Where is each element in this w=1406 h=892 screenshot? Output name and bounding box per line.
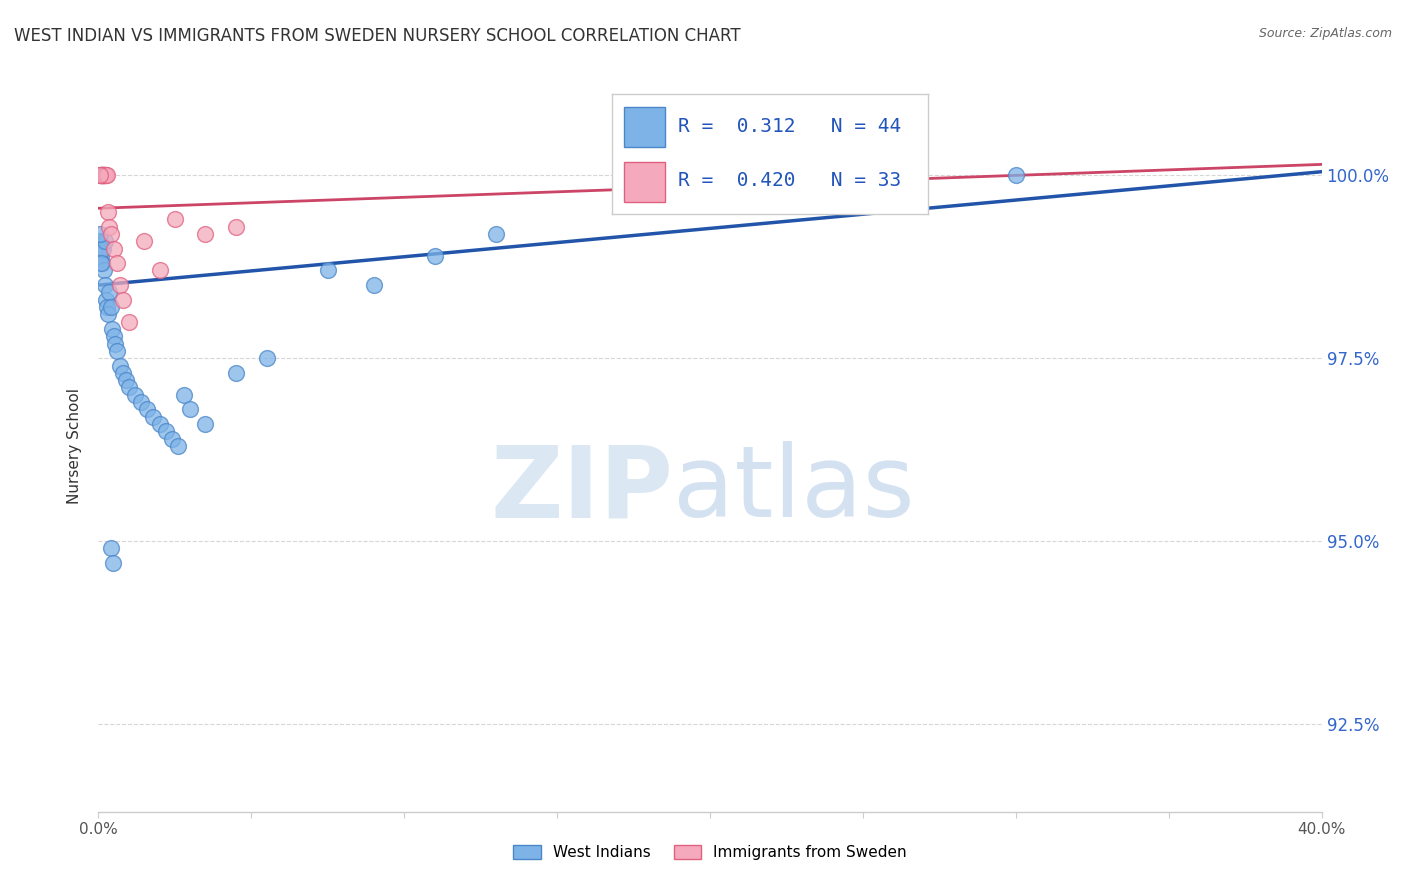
Point	[90, 256, 112, 270]
Point	[90, 249, 112, 263]
Point	[225, 366, 247, 380]
Point	[91, 242, 114, 256]
Point	[108, 278, 131, 293]
Point	[98, 285, 121, 300]
Point	[118, 315, 141, 329]
Point	[100, 300, 122, 314]
Point	[90, 169, 112, 183]
Point	[93, 263, 115, 277]
FancyBboxPatch shape	[624, 162, 665, 202]
Point	[97, 307, 120, 321]
Point	[105, 343, 128, 358]
Point	[91, 169, 114, 183]
Point	[104, 336, 127, 351]
Point	[363, 278, 385, 293]
Point	[129, 395, 152, 409]
Point	[194, 417, 217, 431]
Text: Source: ZipAtlas.com: Source: ZipAtlas.com	[1258, 27, 1392, 40]
Point	[155, 425, 177, 439]
Point	[103, 329, 125, 343]
Point	[852, 183, 875, 197]
Point	[100, 541, 122, 556]
Point	[89, 234, 111, 248]
Text: atlas: atlas	[673, 442, 915, 539]
Point	[485, 227, 508, 241]
Point	[699, 169, 721, 183]
Point	[91, 169, 114, 183]
Point	[256, 351, 278, 366]
Point	[91, 256, 114, 270]
Point	[118, 380, 141, 394]
Point	[94, 278, 117, 293]
Point	[90, 169, 112, 183]
Point	[111, 366, 134, 380]
Point	[98, 219, 121, 234]
Point	[97, 205, 120, 219]
Legend: West Indians, Immigrants from Sweden: West Indians, Immigrants from Sweden	[508, 839, 912, 866]
Point	[179, 402, 201, 417]
Point	[93, 169, 115, 183]
Point	[1004, 169, 1026, 183]
Text: R =  0.420   N = 33: R = 0.420 N = 33	[678, 171, 901, 191]
Point	[90, 169, 112, 183]
Point	[423, 249, 446, 263]
Point	[105, 256, 128, 270]
Point	[103, 242, 125, 256]
Point	[194, 227, 217, 241]
Y-axis label: Nursery School: Nursery School	[67, 388, 83, 504]
Point	[90, 242, 112, 256]
Point	[101, 556, 124, 570]
Point	[100, 227, 122, 241]
Text: R =  0.312   N = 44: R = 0.312 N = 44	[678, 117, 901, 136]
Point	[115, 373, 138, 387]
Point	[316, 263, 339, 277]
Point	[94, 169, 117, 183]
Point	[108, 359, 131, 373]
Point	[90, 169, 112, 183]
Point	[91, 169, 114, 183]
Point	[96, 169, 118, 183]
Point	[160, 432, 183, 446]
Point	[134, 234, 156, 248]
Point	[136, 402, 159, 417]
Point	[101, 322, 124, 336]
Text: ZIP: ZIP	[491, 442, 673, 539]
Point	[167, 439, 190, 453]
Point	[94, 293, 117, 307]
Point	[124, 388, 146, 402]
Point	[149, 417, 172, 431]
Point	[225, 219, 247, 234]
Point	[89, 169, 111, 183]
FancyBboxPatch shape	[624, 107, 665, 146]
Point	[91, 169, 114, 183]
Point	[93, 169, 115, 183]
Point	[93, 169, 115, 183]
Point	[93, 169, 115, 183]
Point	[111, 293, 134, 307]
Point	[91, 169, 114, 183]
Point	[89, 169, 111, 183]
Point	[142, 409, 165, 424]
Point	[149, 263, 172, 277]
Point	[94, 169, 117, 183]
Point	[93, 234, 115, 248]
Point	[90, 169, 112, 183]
Point	[89, 227, 111, 241]
Point	[163, 212, 186, 227]
Text: WEST INDIAN VS IMMIGRANTS FROM SWEDEN NURSERY SCHOOL CORRELATION CHART: WEST INDIAN VS IMMIGRANTS FROM SWEDEN NU…	[14, 27, 741, 45]
Point	[96, 300, 118, 314]
Point	[173, 388, 195, 402]
